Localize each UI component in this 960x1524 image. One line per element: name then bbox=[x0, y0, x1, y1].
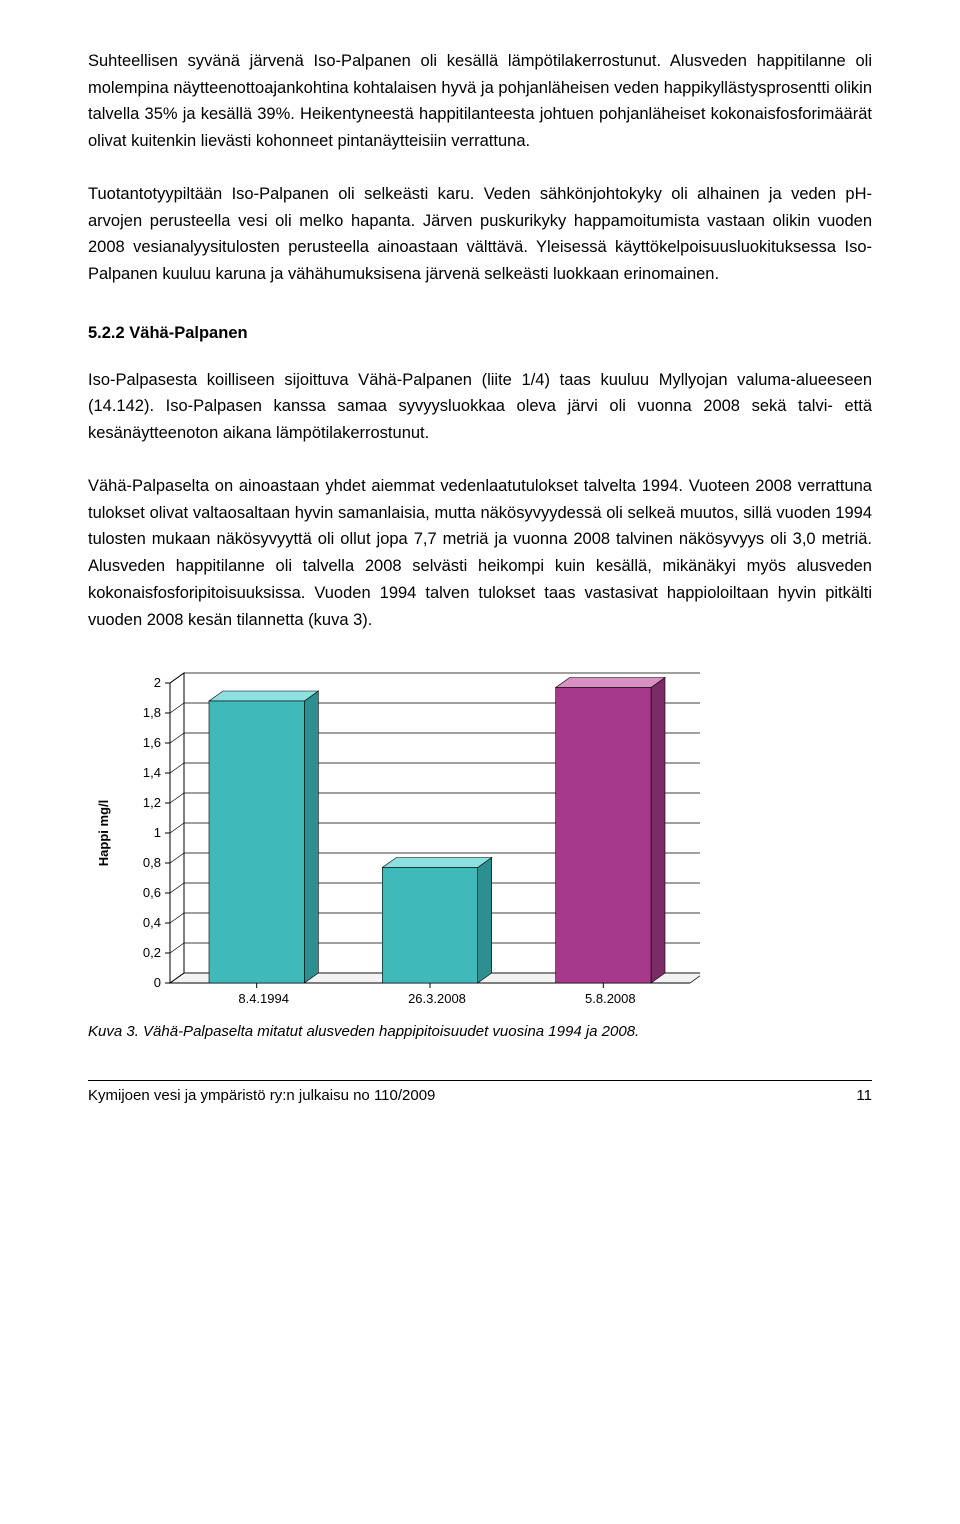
figure-caption: Kuva 3. Vähä-Palpaselta mitatut alusvede… bbox=[88, 1023, 872, 1040]
paragraph-3: Iso-Palpasesta koilliseen sijoittuva Väh… bbox=[88, 367, 872, 447]
footer-publication: Kymijoen vesi ja ympäristö ry:n julkaisu… bbox=[88, 1087, 435, 1104]
svg-text:0: 0 bbox=[154, 975, 161, 990]
svg-text:1,6: 1,6 bbox=[143, 735, 161, 750]
svg-text:8.4.1994: 8.4.1994 bbox=[238, 991, 289, 1006]
svg-text:1,4: 1,4 bbox=[143, 765, 161, 780]
svg-text:0,2: 0,2 bbox=[143, 945, 161, 960]
paragraph-4: Vähä-Palpaselta on ainoastaan yhdet aiem… bbox=[88, 473, 872, 633]
paragraph-2: Tuotantotyypiltään Iso-Palpanen oli selk… bbox=[88, 181, 872, 288]
oxygen-bar-chart: 0 0,2 0,4 0,6 0,8 1 1,2 1,4 1,6 1,8 2 Happi mg/l 8.4… bbox=[88, 671, 872, 1013]
svg-text:Happi mg/l: Happi mg/l bbox=[96, 800, 111, 866]
svg-text:1,8: 1,8 bbox=[143, 705, 161, 720]
svg-text:5.8.2008: 5.8.2008 bbox=[585, 991, 636, 1006]
footer-page-number: 11 bbox=[856, 1087, 872, 1104]
svg-text:0,8: 0,8 bbox=[143, 855, 161, 870]
page-footer: Kymijoen vesi ja ympäristö ry:n julkaisu… bbox=[88, 1080, 872, 1104]
svg-text:1,2: 1,2 bbox=[143, 795, 161, 810]
heading-522: 5.2.2 Vähä-Palpanen bbox=[88, 324, 872, 343]
svg-text:1: 1 bbox=[154, 825, 161, 840]
svg-text:2: 2 bbox=[154, 675, 161, 690]
chart-svg: 0 0,2 0,4 0,6 0,8 1 1,2 1,4 1,6 1,8 2 Happi mg/l 8.4… bbox=[88, 671, 700, 1013]
paragraph-1: Suhteellisen syvänä järvenä Iso-Palpanen… bbox=[88, 48, 872, 155]
svg-text:0,6: 0,6 bbox=[143, 885, 161, 900]
svg-text:0,4: 0,4 bbox=[143, 915, 161, 930]
svg-text:26.3.2008: 26.3.2008 bbox=[408, 991, 466, 1006]
